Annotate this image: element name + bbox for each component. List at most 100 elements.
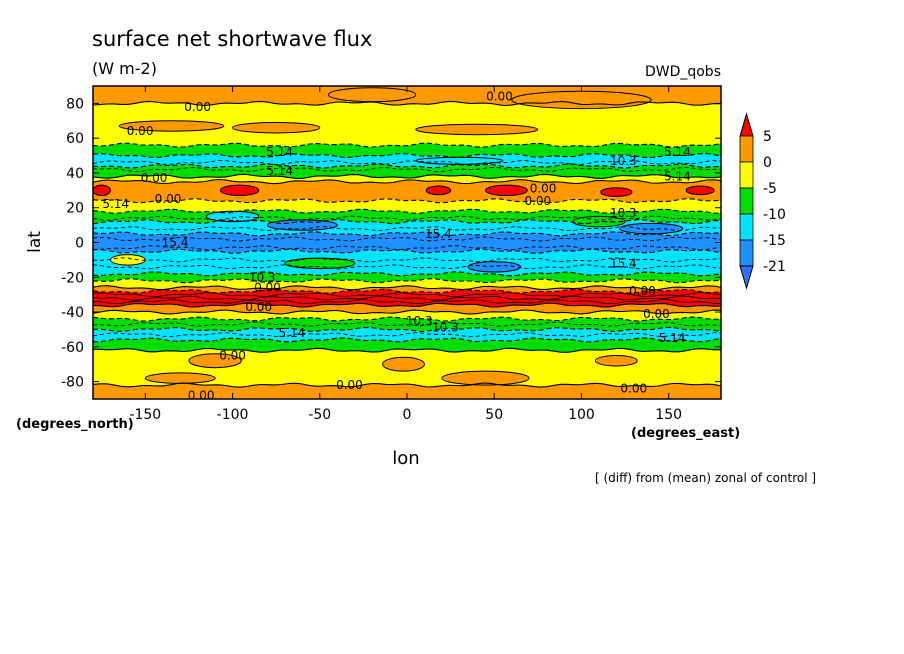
blob-orange	[594, 355, 638, 367]
y-tick-label: -20	[61, 270, 84, 286]
colorbar-label: 5	[763, 129, 772, 145]
contour-line	[93, 178, 721, 185]
contour-label: 0.00	[254, 281, 281, 295]
y-tick-label: -40	[61, 305, 84, 321]
contour-line	[93, 299, 721, 305]
contour-line	[93, 382, 721, 388]
colorbar-label: -15	[763, 233, 786, 249]
contour-line	[93, 173, 721, 179]
contour-line	[93, 292, 721, 298]
contour-line	[93, 236, 721, 242]
colorbar-swatch	[739, 265, 754, 290]
x-tick-label: -50	[308, 407, 331, 423]
contour-label: 5.14	[279, 326, 306, 340]
blob-red	[425, 185, 452, 196]
band-green	[93, 337, 721, 353]
contour-line	[93, 215, 721, 221]
band-yellow	[93, 278, 721, 290]
contour-line	[93, 288, 721, 294]
chart-subtitle: (W m-2)	[92, 59, 157, 78]
x-units-label: (degrees_east)	[631, 426, 740, 441]
contour-label: 10.3	[610, 206, 637, 220]
y-tick-label: -80	[61, 375, 84, 391]
band-green	[93, 271, 721, 283]
contour-line	[93, 316, 721, 322]
blob-cyan	[415, 156, 504, 165]
blob-red	[93, 184, 111, 197]
x-tick-label: -100	[217, 407, 249, 423]
band-blue	[93, 231, 721, 254]
blob-orange	[188, 353, 242, 369]
contour-line	[93, 152, 721, 159]
contour-label: 0.00	[219, 349, 246, 363]
band-yellow	[93, 198, 721, 214]
colorbar-swatch	[739, 239, 754, 267]
y-axis: 80 60 40 20 0 -20 -40 -60 -80	[61, 96, 721, 391]
y-tick-label: 0	[75, 236, 84, 252]
y-units-label: (degrees_north)	[16, 417, 134, 432]
contour-label: 0.00	[486, 89, 513, 103]
band-cyan	[93, 327, 721, 342]
contour-line	[93, 226, 721, 232]
blob-orange	[382, 356, 425, 372]
blob-orange	[441, 370, 530, 386]
contour-label: 5.14	[664, 145, 691, 159]
blob-red	[219, 184, 260, 197]
y-tick-label: 20	[66, 201, 84, 217]
contour-label: 0.00	[184, 100, 211, 114]
blob-red	[685, 185, 715, 196]
contour-line	[93, 163, 721, 169]
contour-line	[93, 257, 721, 263]
contour-line	[93, 271, 721, 277]
contour-label: 5.14	[266, 164, 293, 178]
blob-blue	[619, 222, 684, 235]
contour-label: 10.3	[610, 154, 637, 168]
colorbar-label: -10	[763, 207, 786, 223]
contour-label: 15.4	[610, 256, 637, 270]
band-cyan	[93, 249, 721, 276]
blob-green	[284, 257, 356, 270]
contour-line	[93, 347, 721, 353]
contour-label: 0.00	[336, 378, 363, 392]
contour-line	[93, 231, 721, 237]
contour-line	[93, 285, 721, 291]
contour-line	[93, 245, 721, 251]
contour-label: 0.00	[524, 194, 551, 208]
contour-label: 0.00	[127, 124, 154, 138]
y-tick-label: 40	[66, 166, 84, 182]
contour-line	[93, 326, 721, 333]
colorbar-label: 0	[763, 155, 772, 171]
band-orange	[93, 383, 721, 399]
contour-label: 5.14	[266, 145, 293, 159]
contour-label: 5.14	[659, 331, 686, 345]
contour-label: 0.00	[530, 182, 557, 196]
colorbar-label: -5	[763, 181, 777, 197]
contour-label: 10.3	[249, 270, 276, 284]
colorbar-swatch	[739, 213, 754, 241]
colorbar-swatch	[739, 161, 754, 189]
x-axis-label: lon	[392, 448, 419, 469]
contour-label: 0.00	[629, 284, 656, 298]
contour-line	[93, 166, 721, 172]
contour-line	[93, 264, 721, 270]
y-tick-label: -60	[61, 340, 84, 356]
contour-label: 5.14	[664, 169, 691, 183]
x-tick-label: 150	[655, 407, 682, 423]
x-axis: -150 -100 -50 0 50 100 150	[129, 86, 682, 423]
contour-line	[93, 248, 721, 254]
contour-label: 15.4	[162, 236, 189, 250]
contour-label: 10.3	[406, 314, 433, 328]
colorbar-legend: 5 0 -5 -10 -15 -21	[739, 112, 786, 290]
contour-label: 5.14	[102, 197, 129, 211]
band-orange	[93, 179, 721, 203]
contour-label: 10.3	[432, 321, 459, 335]
contour-line	[93, 321, 721, 327]
x-tick-label: -150	[129, 407, 161, 423]
contour-label: 0.00	[620, 382, 647, 396]
contour-line	[93, 208, 721, 214]
colorbar-swatch	[739, 187, 754, 215]
contour-line	[93, 218, 721, 225]
blob-orange	[144, 372, 216, 384]
